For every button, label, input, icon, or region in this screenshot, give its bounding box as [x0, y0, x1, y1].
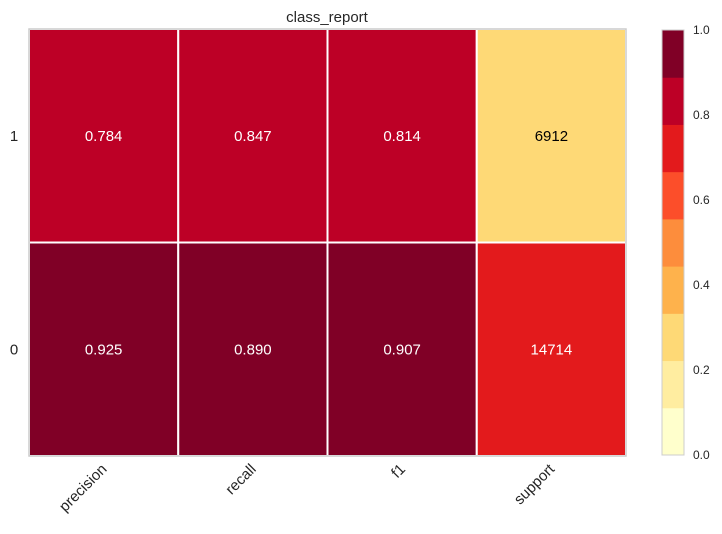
cell-value-label: 14714 [531, 341, 573, 358]
colorbar-segment [662, 77, 684, 125]
cell-value-label: 0.925 [85, 341, 123, 358]
heatmap-cell [28, 28, 180, 244]
cell-value-label: 0.907 [383, 341, 421, 358]
colorbar-segment [662, 360, 684, 409]
heatmap-cells: 0.784 0.847 0.814 6912 0.925 0.890 0.907 14714 [28, 28, 627, 457]
plot-frame [28, 28, 627, 457]
colorbar-segment [662, 124, 684, 173]
colorbar-frame [661, 29, 685, 456]
colorbar-segment [662, 171, 684, 220]
colorbar-tick-label: 1.0 [693, 23, 710, 37]
cell-value-label: 6912 [535, 128, 568, 145]
heatmap-cell [177, 28, 329, 244]
colorbar-tick-label: 0.2 [693, 363, 710, 377]
x-tick-label: support [511, 460, 559, 508]
x-tick-label: f1 [388, 461, 409, 482]
colorbar-segment [662, 266, 684, 314]
y-tick-label: 0 [10, 341, 18, 358]
heatmap-cell [177, 241, 329, 457]
cell-value-label: 0.890 [234, 341, 272, 358]
colorbar-segment [662, 30, 684, 78]
colorbar-tick-label: 0.0 [693, 448, 710, 462]
x-tick-label: precision [56, 461, 110, 515]
colorbar-segment [662, 313, 684, 362]
colorbar: 0.0 0.2 0.4 0.6 0.8 1.0 [661, 23, 710, 462]
x-tick-labels: precision recall f1 support [56, 460, 559, 515]
cell-value-label: 0.814 [383, 128, 421, 145]
heatmap-cell [475, 241, 627, 457]
chart-title: class_report [286, 9, 369, 26]
colorbar-segment [662, 218, 684, 267]
x-tick-label: recall [222, 461, 259, 498]
cell-value-label: 0.847 [234, 128, 272, 145]
colorbar-segment [662, 407, 684, 456]
y-tick-label: 1 [10, 128, 18, 145]
cell-value-label: 0.784 [85, 128, 123, 145]
colorbar-tick-label: 0.4 [693, 278, 710, 292]
colorbar-tick-label: 0.8 [693, 108, 710, 122]
heatmap-cell [28, 241, 180, 457]
colorbar-tick-label: 0.6 [693, 193, 710, 207]
y-tick-labels: 10 [10, 128, 18, 359]
heatmap-cell [475, 28, 627, 244]
